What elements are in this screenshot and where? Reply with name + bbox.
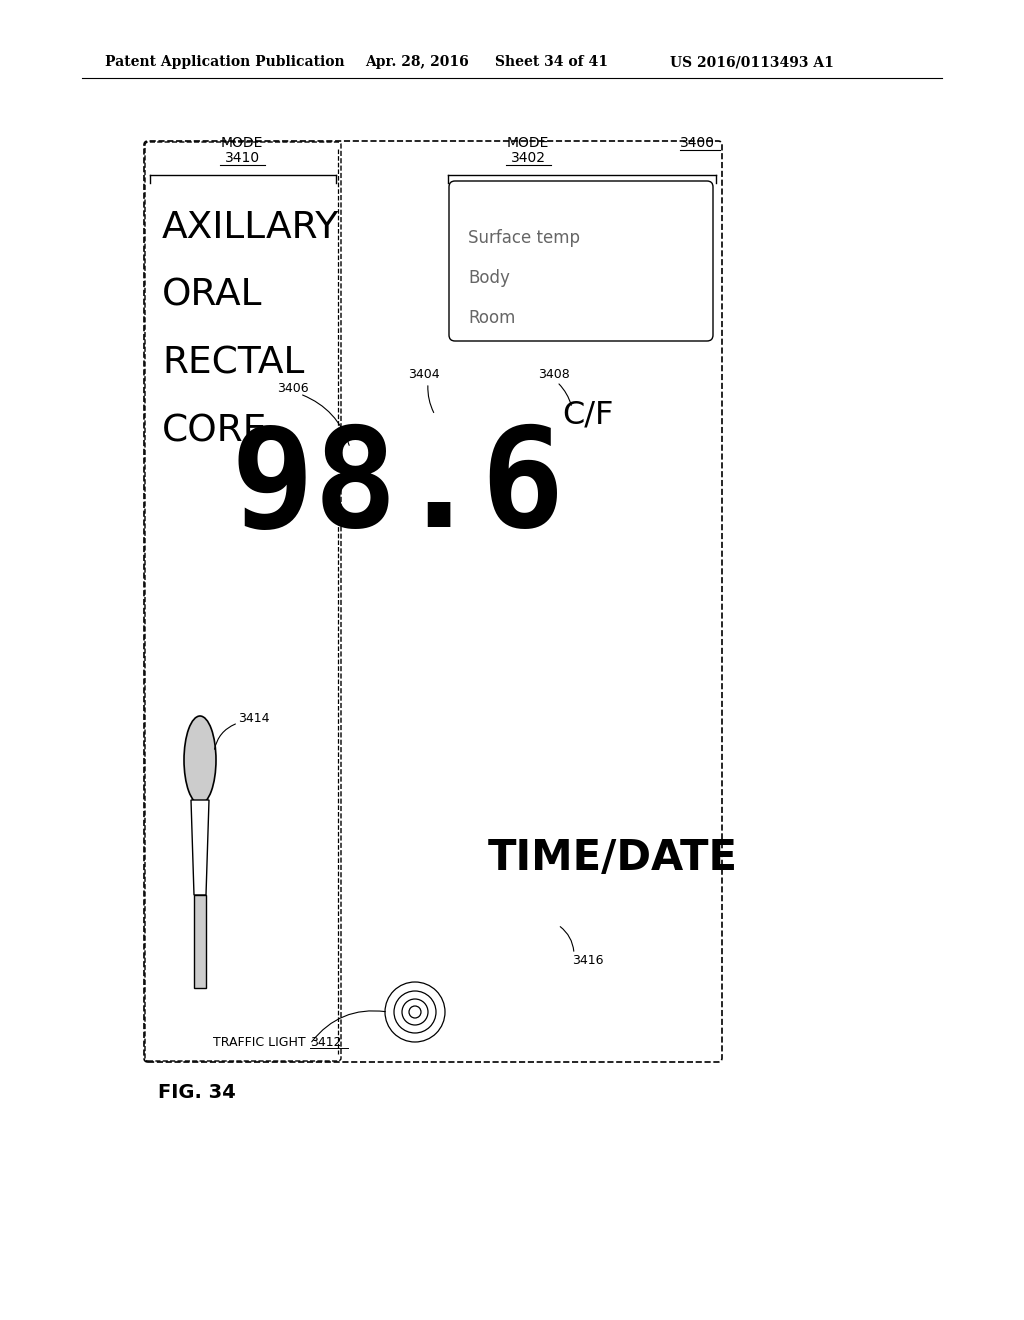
- Text: TIME/DATE: TIME/DATE: [488, 837, 738, 879]
- Text: 3402: 3402: [511, 150, 546, 165]
- Text: Sheet 34 of 41: Sheet 34 of 41: [495, 55, 608, 69]
- Text: 3408: 3408: [538, 368, 569, 381]
- Circle shape: [409, 1006, 421, 1018]
- Text: CORE: CORE: [162, 414, 267, 450]
- FancyBboxPatch shape: [449, 181, 713, 341]
- Text: 3414: 3414: [238, 711, 269, 725]
- Text: US 2016/0113493 A1: US 2016/0113493 A1: [670, 55, 834, 69]
- Circle shape: [402, 999, 428, 1026]
- Circle shape: [385, 982, 445, 1041]
- Text: ORAL: ORAL: [162, 279, 262, 314]
- Text: 3410: 3410: [224, 150, 259, 165]
- Text: C/F: C/F: [562, 400, 613, 430]
- Text: AXILLARY: AXILLARY: [162, 210, 339, 246]
- Text: MODE: MODE: [221, 136, 263, 150]
- Text: Patent Application Publication: Patent Application Publication: [105, 55, 345, 69]
- Text: 3400: 3400: [680, 136, 715, 150]
- Text: FIG. 34: FIG. 34: [158, 1082, 236, 1101]
- Polygon shape: [191, 800, 209, 895]
- Text: 3406: 3406: [278, 381, 308, 395]
- Text: Apr. 28, 2016: Apr. 28, 2016: [365, 55, 469, 69]
- Text: Body: Body: [468, 269, 510, 286]
- Text: 3404: 3404: [408, 368, 439, 381]
- Ellipse shape: [184, 715, 216, 804]
- FancyBboxPatch shape: [144, 141, 722, 1063]
- Text: Room: Room: [468, 309, 515, 327]
- Polygon shape: [194, 895, 206, 987]
- Text: TRAFFIC LIGHT: TRAFFIC LIGHT: [213, 1035, 309, 1048]
- Circle shape: [394, 991, 436, 1034]
- Text: MODE: MODE: [507, 136, 549, 150]
- Text: 3412: 3412: [310, 1035, 341, 1048]
- Text: RECTAL: RECTAL: [162, 346, 304, 381]
- Text: Surface temp: Surface temp: [468, 228, 580, 247]
- Text: 98.6: 98.6: [230, 421, 565, 556]
- Text: 3416: 3416: [572, 953, 603, 966]
